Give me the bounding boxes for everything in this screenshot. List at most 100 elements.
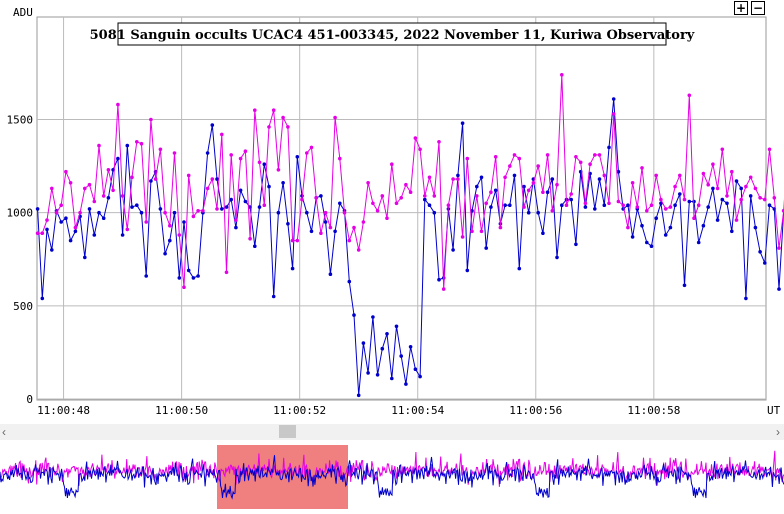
y-axis-label: ADU <box>13 6 33 19</box>
data-point <box>163 210 167 215</box>
data-point <box>460 121 465 125</box>
data-point <box>54 210 59 215</box>
data-point <box>564 203 569 207</box>
data-point <box>545 153 550 157</box>
data-point <box>352 313 356 317</box>
scrollbar-track[interactable] <box>0 424 784 440</box>
data-point <box>602 173 607 178</box>
data-point <box>116 156 120 161</box>
data-point <box>286 125 290 129</box>
data-point <box>234 218 238 222</box>
zoom-in-button[interactable]: + <box>734 1 748 15</box>
data-point <box>744 184 748 189</box>
data-point <box>725 194 729 198</box>
data-point <box>696 240 701 245</box>
data-point <box>489 190 493 194</box>
data-point <box>158 207 163 211</box>
data-point <box>541 190 545 194</box>
data-point <box>319 231 323 235</box>
data-point <box>498 225 503 230</box>
scrollbar-thumb[interactable] <box>279 425 296 438</box>
data-point <box>715 218 720 222</box>
scroll-left-arrow[interactable]: ‹ <box>2 425 6 439</box>
data-point <box>125 143 130 148</box>
data-point <box>404 382 408 386</box>
data-point <box>626 225 630 230</box>
data-point <box>229 197 233 202</box>
data-point <box>611 112 616 116</box>
data-point <box>111 188 115 193</box>
data-point <box>295 238 300 243</box>
scroll-right-arrow[interactable]: › <box>776 425 780 439</box>
data-point <box>186 268 191 273</box>
data-point <box>437 277 441 282</box>
data-point <box>418 374 422 379</box>
data-point <box>772 196 777 200</box>
data-point <box>120 194 125 198</box>
data-point <box>767 203 772 207</box>
data-point <box>139 210 144 215</box>
data-point <box>682 197 687 202</box>
navigator-series <box>0 450 784 500</box>
data-point <box>550 177 555 181</box>
data-point <box>177 233 182 237</box>
data-point <box>611 97 616 101</box>
data-point <box>168 223 172 228</box>
data-point <box>125 227 130 232</box>
data-point <box>281 181 285 185</box>
data-point <box>205 186 210 191</box>
zoom-out-button[interactable]: − <box>751 1 765 15</box>
data-point <box>545 190 550 194</box>
data-point <box>394 324 399 329</box>
data-point <box>390 376 394 381</box>
data-point <box>744 296 748 301</box>
data-point <box>229 153 233 157</box>
y-tick-label: 1500 <box>7 113 34 126</box>
data-point <box>475 194 479 198</box>
data-point <box>191 214 196 219</box>
data-point <box>97 143 101 148</box>
data-point <box>309 229 314 234</box>
data-point <box>144 220 148 224</box>
data-point <box>560 73 564 77</box>
data-point <box>323 220 328 224</box>
data-point <box>314 196 319 200</box>
data-point <box>645 240 649 245</box>
data-point <box>730 229 734 234</box>
data-point <box>763 197 767 202</box>
data-point <box>630 181 635 185</box>
data-point <box>541 231 545 235</box>
x-tick-label: 11:00:52 <box>273 404 326 417</box>
data-point <box>380 346 385 351</box>
data-point <box>597 177 602 181</box>
data-point <box>583 201 588 206</box>
data-point <box>692 199 696 204</box>
data-point <box>305 151 309 155</box>
data-point <box>465 156 470 161</box>
data-point <box>149 179 153 183</box>
data-point <box>503 203 507 207</box>
data-point <box>555 182 559 187</box>
data-point <box>220 207 224 211</box>
plot-area <box>36 16 767 401</box>
data-point <box>87 207 92 211</box>
navigator-area[interactable] <box>0 441 784 514</box>
data-point <box>248 236 252 241</box>
data-point <box>673 184 677 189</box>
data-point <box>408 345 413 349</box>
data-point <box>588 162 592 166</box>
data-point <box>616 199 621 204</box>
data-point <box>371 315 375 319</box>
data-point <box>78 210 82 215</box>
data-point <box>777 246 781 250</box>
chart-title: 5081 Sanguin occults UCAC4 451-003345, 2… <box>90 28 695 43</box>
data-point <box>347 279 352 284</box>
data-point <box>83 255 87 260</box>
data-point <box>177 276 182 280</box>
data-point <box>512 153 517 157</box>
data-point <box>626 203 630 207</box>
data-point <box>640 223 644 228</box>
data-point <box>196 209 200 213</box>
data-point <box>319 194 323 198</box>
y-tick-label: 1000 <box>7 207 34 220</box>
